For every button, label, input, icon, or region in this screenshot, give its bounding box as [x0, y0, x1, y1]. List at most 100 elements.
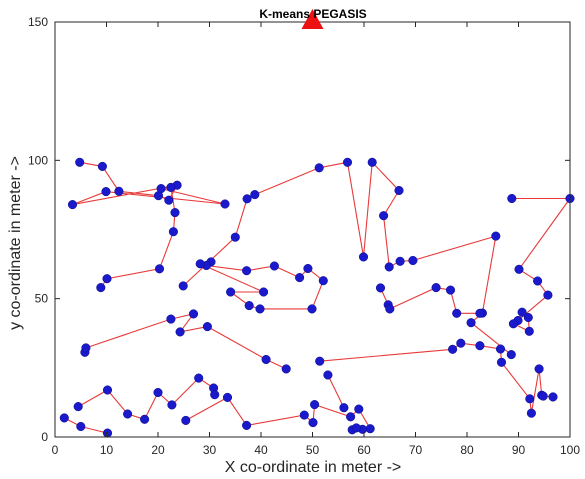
node-point — [475, 341, 485, 351]
node-point — [314, 163, 324, 173]
node-point — [181, 415, 191, 425]
node-point — [431, 283, 441, 293]
node-point — [261, 354, 271, 365]
node-point — [175, 327, 185, 337]
node-point — [202, 322, 212, 332]
node-point — [310, 400, 320, 410]
y-axis-label: y co-ordinate in meter -> — [7, 156, 24, 330]
sink-triangle — [301, 9, 324, 29]
node-point — [524, 326, 534, 336]
node-point — [456, 338, 466, 348]
y-tick-label: 100 — [28, 153, 48, 167]
node-point — [154, 264, 165, 274]
node-point — [188, 309, 199, 319]
x-tick-label: 40 — [254, 443, 268, 457]
node-point — [164, 195, 174, 205]
node-point — [342, 157, 353, 167]
y-tick-label: 0 — [41, 430, 48, 444]
node-point — [507, 193, 517, 204]
chain-line-11 — [327, 374, 345, 408]
node-point — [59, 413, 69, 423]
node-point — [167, 400, 177, 410]
node-point — [526, 408, 536, 418]
node-point — [523, 312, 533, 323]
node-point — [351, 423, 361, 433]
x-axis-label: X co-ordinate in meter -> — [225, 459, 402, 476]
node-point — [491, 231, 501, 241]
y-tick-label: 50 — [35, 292, 49, 306]
node-point — [242, 266, 252, 276]
node-point — [97, 161, 107, 171]
node-point — [269, 261, 279, 271]
node-point — [73, 402, 83, 412]
node-point — [533, 276, 543, 286]
x-tick-label: 50 — [306, 443, 320, 457]
y-tick-label: 150 — [28, 15, 48, 29]
x-tick-label: 60 — [357, 443, 371, 457]
node-point — [514, 264, 524, 274]
node-point — [259, 287, 269, 297]
node-point — [315, 356, 325, 366]
node-point — [76, 421, 86, 432]
x-tick-label: 90 — [512, 443, 526, 457]
node-point — [538, 391, 548, 401]
node-point — [543, 290, 553, 300]
node-point — [242, 420, 252, 430]
node-point — [323, 370, 333, 380]
node-point — [394, 185, 404, 196]
x-tick-label: 0 — [52, 443, 59, 457]
node-point — [242, 194, 252, 204]
node-point — [195, 259, 205, 269]
node-point — [548, 392, 558, 402]
node-point — [534, 364, 544, 374]
node-point — [102, 428, 113, 438]
node-point — [295, 273, 305, 283]
node-point — [101, 187, 111, 197]
node-point — [385, 304, 395, 314]
node-point — [168, 227, 178, 237]
sink-layer — [301, 9, 324, 29]
node-point — [114, 186, 124, 196]
node-point — [222, 392, 233, 402]
node-point — [303, 263, 313, 274]
node-point — [395, 256, 405, 266]
node-point — [445, 285, 456, 295]
x-tick-label: 80 — [460, 443, 474, 457]
x-tick-label: 30 — [203, 443, 217, 457]
chain-line-6 — [84, 313, 287, 370]
node-point — [506, 350, 516, 360]
node-point — [281, 364, 291, 374]
node-point — [255, 304, 265, 314]
node-point — [495, 344, 506, 354]
sensor-nodes — [59, 157, 575, 438]
node-point — [346, 412, 356, 422]
node-point — [452, 308, 462, 318]
node-point — [448, 344, 458, 354]
node-point — [375, 283, 386, 293]
node-point — [365, 424, 375, 434]
axis-ticks: 0 10 20 30 40 50 60 70 80 90 100 0 50 100 150 — [28, 15, 580, 457]
node-point — [244, 301, 254, 311]
node-point — [178, 281, 188, 291]
node-point — [466, 318, 476, 328]
node-point — [96, 283, 106, 293]
node-point — [194, 373, 204, 383]
node-point — [156, 184, 166, 194]
node-point — [308, 418, 318, 428]
node-point — [75, 157, 85, 167]
x-tick-label: 70 — [409, 443, 423, 457]
chain-line-5 — [511, 197, 572, 333]
node-point — [123, 409, 133, 419]
node-point — [226, 287, 236, 297]
node-point — [496, 357, 507, 367]
node-point — [339, 403, 349, 413]
node-point — [81, 343, 91, 353]
node-point — [408, 255, 418, 266]
node-point — [517, 307, 527, 317]
node-point — [166, 182, 176, 192]
node-point — [230, 232, 240, 242]
node-point — [367, 157, 377, 167]
node-point — [170, 208, 180, 218]
node-point — [307, 304, 317, 314]
